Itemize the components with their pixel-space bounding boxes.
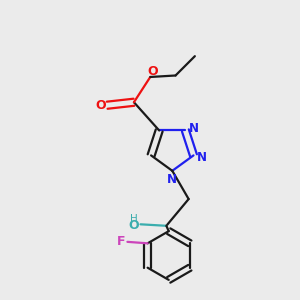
Text: H: H [130, 214, 137, 224]
Text: O: O [147, 64, 158, 77]
Text: N: N [197, 151, 207, 164]
Text: F: F [117, 235, 125, 248]
Text: O: O [128, 219, 139, 232]
Text: N: N [189, 122, 199, 136]
Text: N: N [167, 173, 177, 186]
Text: O: O [95, 99, 106, 112]
